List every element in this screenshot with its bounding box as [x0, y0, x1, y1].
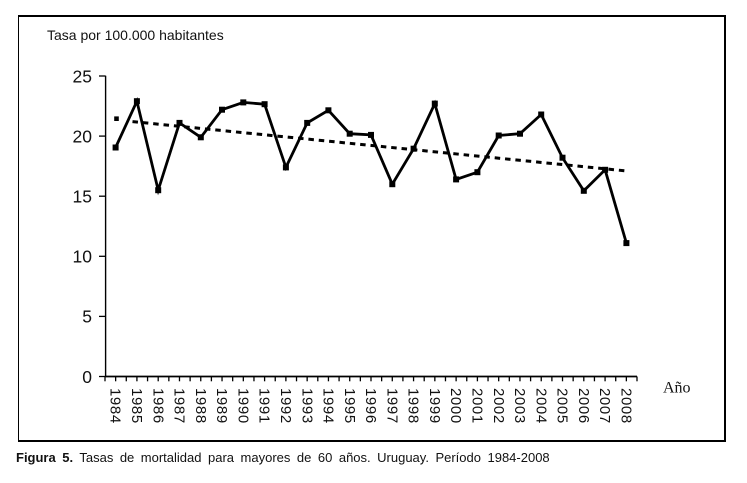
svg-text:1994: 1994	[320, 388, 337, 424]
svg-text:1989: 1989	[213, 388, 230, 424]
svg-text:1996: 1996	[362, 388, 379, 424]
svg-text:1985: 1985	[128, 388, 145, 424]
svg-text:1986: 1986	[149, 388, 166, 424]
svg-text:1991: 1991	[256, 388, 273, 424]
svg-text:2003: 2003	[511, 388, 528, 424]
svg-text:Año: Año	[663, 379, 691, 396]
svg-text:1992: 1992	[277, 388, 294, 424]
svg-text:15: 15	[73, 187, 92, 207]
svg-text:1998: 1998	[405, 388, 422, 424]
svg-text:2006: 2006	[575, 388, 592, 424]
svg-text:1993: 1993	[298, 388, 315, 424]
svg-text:10: 10	[73, 247, 93, 267]
svg-text:2005: 2005	[554, 388, 571, 424]
svg-text:1987: 1987	[171, 388, 188, 424]
svg-text:2008: 2008	[618, 388, 635, 424]
svg-text:2000: 2000	[447, 388, 464, 424]
svg-text:2001: 2001	[469, 388, 486, 424]
svg-text:1995: 1995	[341, 388, 358, 424]
svg-text:1984: 1984	[107, 388, 124, 424]
svg-text:0: 0	[82, 367, 92, 387]
svg-text:20: 20	[73, 126, 93, 146]
svg-text:1990: 1990	[234, 388, 251, 424]
svg-text:1999: 1999	[426, 388, 443, 424]
svg-text:2004: 2004	[532, 388, 549, 424]
svg-text:1997: 1997	[383, 388, 400, 424]
svg-text:2002: 2002	[490, 388, 507, 424]
svg-text:1988: 1988	[192, 388, 209, 424]
svg-text:5: 5	[82, 307, 92, 327]
svg-text:2007: 2007	[596, 388, 613, 424]
svg-text:25: 25	[73, 66, 92, 86]
